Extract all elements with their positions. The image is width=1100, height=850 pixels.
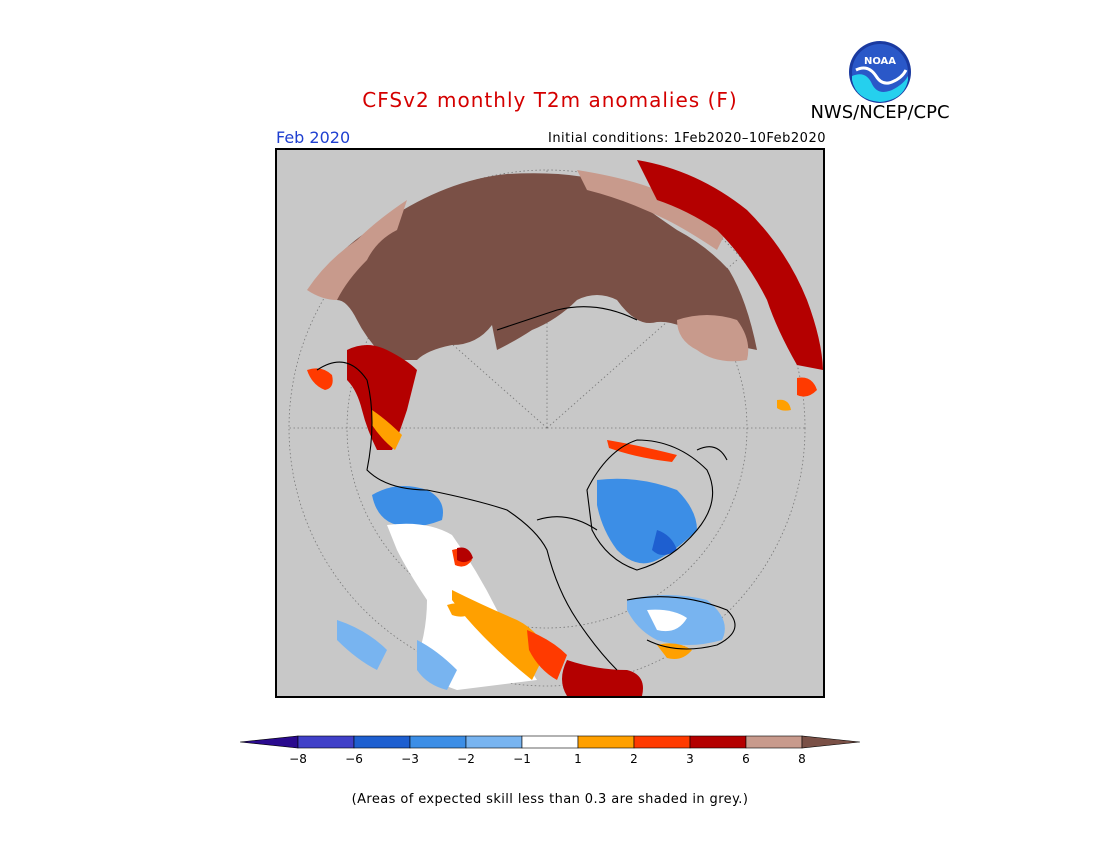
coastlines: [316, 306, 736, 671]
colorbar-bin-3: [409, 735, 467, 749]
colorbar-bin-2: [353, 735, 411, 749]
colorbar-tick-label: 3: [686, 752, 694, 766]
greenland-cold: [652, 530, 677, 555]
colorbar-tick-label: 8: [798, 752, 806, 766]
canada-warm-2to3: [452, 548, 567, 680]
colorbar: [240, 735, 860, 749]
noaa-logo-text: NOAA: [864, 56, 896, 67]
colorbar-bins: [240, 735, 860, 749]
colorbar-tick-label: 2: [630, 752, 638, 766]
skill-footnote: (Areas of expected skill less than 0.3 a…: [351, 792, 749, 807]
month-label: Feb 2020: [276, 128, 351, 147]
colorbar-bin-0: [240, 735, 299, 749]
colorbar-bin-7: [633, 735, 691, 749]
greenland-cool: [597, 478, 697, 564]
colorbar-tick-label: 1: [574, 752, 582, 766]
polar-map: [275, 148, 825, 698]
colorbar-tick-label: −2: [457, 752, 475, 766]
agency-label: NWS/NCEP/CPC: [810, 102, 950, 123]
colorbar-tick-label: −6: [345, 752, 363, 766]
eurasia-warm-1to2: [372, 399, 791, 450]
colorbar-tick-label: 6: [742, 752, 750, 766]
colorbar-bin-8: [689, 735, 747, 749]
map-title: CFSv2 monthly T2m anomalies (F): [362, 88, 738, 112]
colorbar-tick-label: −8: [289, 752, 307, 766]
eurasia-warm-6to8: [307, 170, 749, 362]
east-canada-warm-3to6: [457, 547, 643, 696]
colorbar-bin-4: [465, 735, 523, 749]
colorbar-bin-5: [521, 735, 579, 749]
colorbar-bin-10: [801, 735, 860, 749]
initial-conditions: Initial conditions: 1Feb2020–10Feb2020: [547, 131, 826, 146]
eurasia-warm-3to6: [347, 160, 823, 450]
colorbar-tick-label: −1: [513, 752, 531, 766]
canada-warm-1to2: [447, 590, 547, 680]
colorbar-bin-1: [297, 735, 355, 749]
alaska-cool: [372, 486, 443, 527]
canada-cool: [337, 620, 457, 690]
colorbar-tick-label: −3: [401, 752, 419, 766]
scandinavia-neutral: [647, 609, 687, 632]
colorbar-bin-9: [745, 735, 803, 749]
colorbar-bin-6: [577, 735, 635, 749]
noaa-logo: NOAA: [849, 41, 911, 103]
eurasia-warm-8plus: [317, 173, 757, 360]
